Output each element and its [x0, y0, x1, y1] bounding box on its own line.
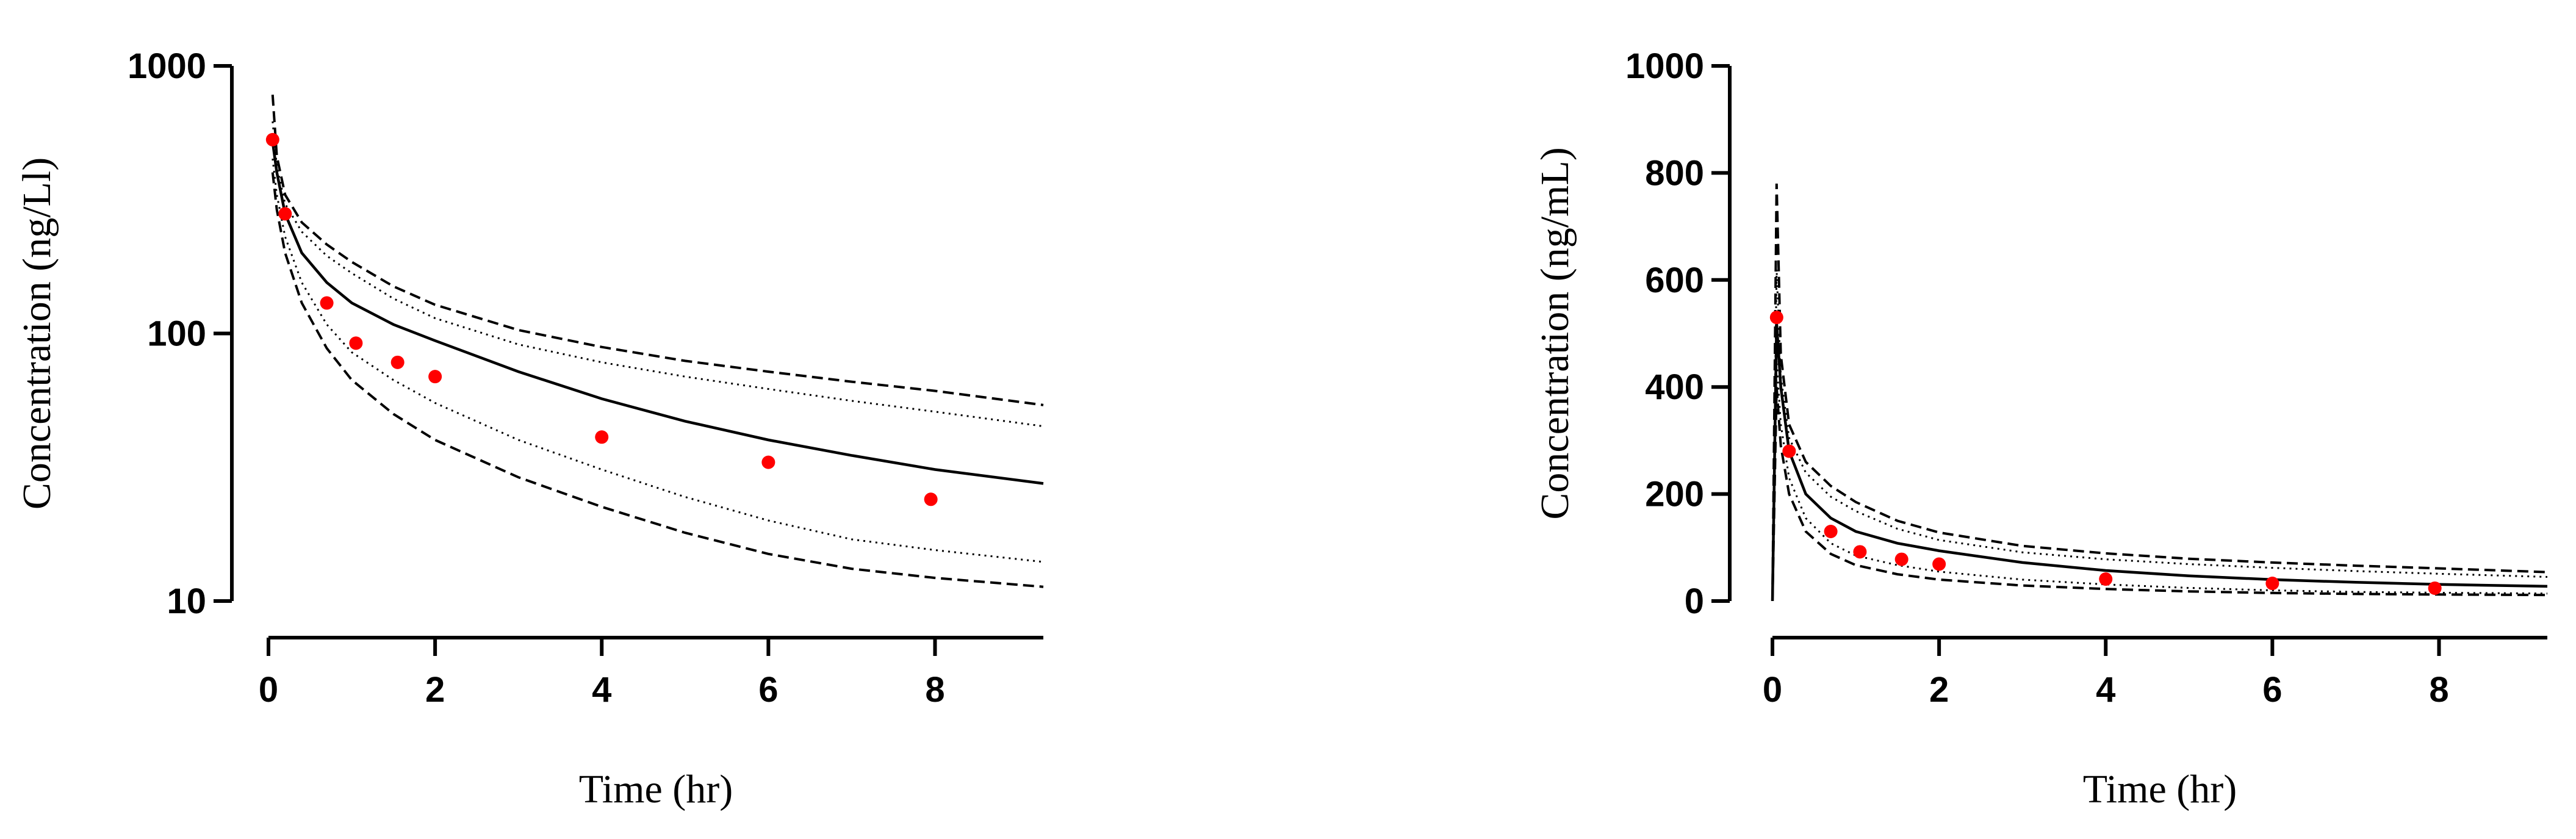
series-line-dotted-2 — [1771, 269, 2548, 602]
series-line-dashed-1 — [271, 95, 1044, 406]
series-line-dotted-4 — [272, 158, 1044, 563]
observed-point — [595, 430, 609, 444]
observed-point — [278, 207, 292, 221]
observed-point — [1932, 557, 1946, 571]
observed-point — [390, 355, 405, 369]
observed-point — [265, 132, 279, 146]
y-tick-label: 0 — [1685, 582, 1704, 621]
y-tick-label: 200 — [1645, 475, 1704, 514]
y-tick-label: 600 — [1645, 261, 1704, 300]
series-line-dashed-1 — [1771, 183, 2548, 602]
x-tick-label: 0 — [259, 670, 278, 710]
y-tick-label: 100 — [147, 314, 206, 354]
observed-point — [2428, 581, 2442, 595]
observed-point — [320, 296, 334, 310]
observed-point — [1769, 311, 1783, 325]
observed-point — [761, 455, 775, 469]
y-tick-label: 1000 — [128, 46, 206, 86]
x-tick-label: 2 — [1929, 670, 1949, 710]
observed-point — [1853, 545, 1867, 559]
y-axis-title: Concentration (ng/mL) — [1533, 147, 1577, 519]
x-tick-label: 8 — [2429, 670, 2448, 710]
y-tick-label: 1000 — [1625, 46, 1704, 86]
x-tick-label: 4 — [592, 670, 611, 710]
observed-point — [1824, 524, 1838, 538]
x-axis-title: Time (hr) — [579, 767, 733, 812]
chart-panel-2: 0 200 400 600 800 1000 0 2 4 6 8 Time (hr) Concentra… — [1533, 46, 2548, 812]
series-line-dotted-4 — [1771, 360, 2548, 602]
y-tick-label: 400 — [1645, 367, 1704, 407]
series-line-solid-3 — [1771, 322, 2548, 602]
observed-point — [349, 336, 363, 350]
y-tick-label: 800 — [1645, 153, 1704, 193]
x-tick-label: 8 — [925, 670, 944, 710]
observed-point — [1894, 552, 1909, 566]
series-line-solid-3 — [271, 142, 1044, 485]
observed-point — [2099, 572, 2113, 586]
chart-panel-1: 10 100 1000 0 2 4 6 8 Time (hr) Concentration (ng… — [15, 46, 1044, 812]
x-axis-title: Time (hr) — [2083, 767, 2237, 812]
x-tick-label: 4 — [2096, 670, 2115, 710]
observed-point — [428, 370, 442, 384]
series-line-dashed-5 — [1771, 387, 2548, 602]
y-axis-title: Concentration (ng/Ll) — [15, 157, 59, 510]
observed-point — [2265, 577, 2279, 591]
x-tick-label: 6 — [758, 670, 778, 710]
y-tick-label: 10 — [167, 582, 206, 621]
observed-point — [1782, 444, 1796, 458]
series-line-dotted-2 — [272, 121, 1044, 428]
x-tick-label: 0 — [1763, 670, 1782, 710]
observed-point — [924, 492, 938, 506]
x-tick-label: 2 — [425, 670, 445, 710]
x-tick-label: 6 — [2262, 670, 2282, 710]
series-line-dashed-5 — [271, 172, 1044, 588]
